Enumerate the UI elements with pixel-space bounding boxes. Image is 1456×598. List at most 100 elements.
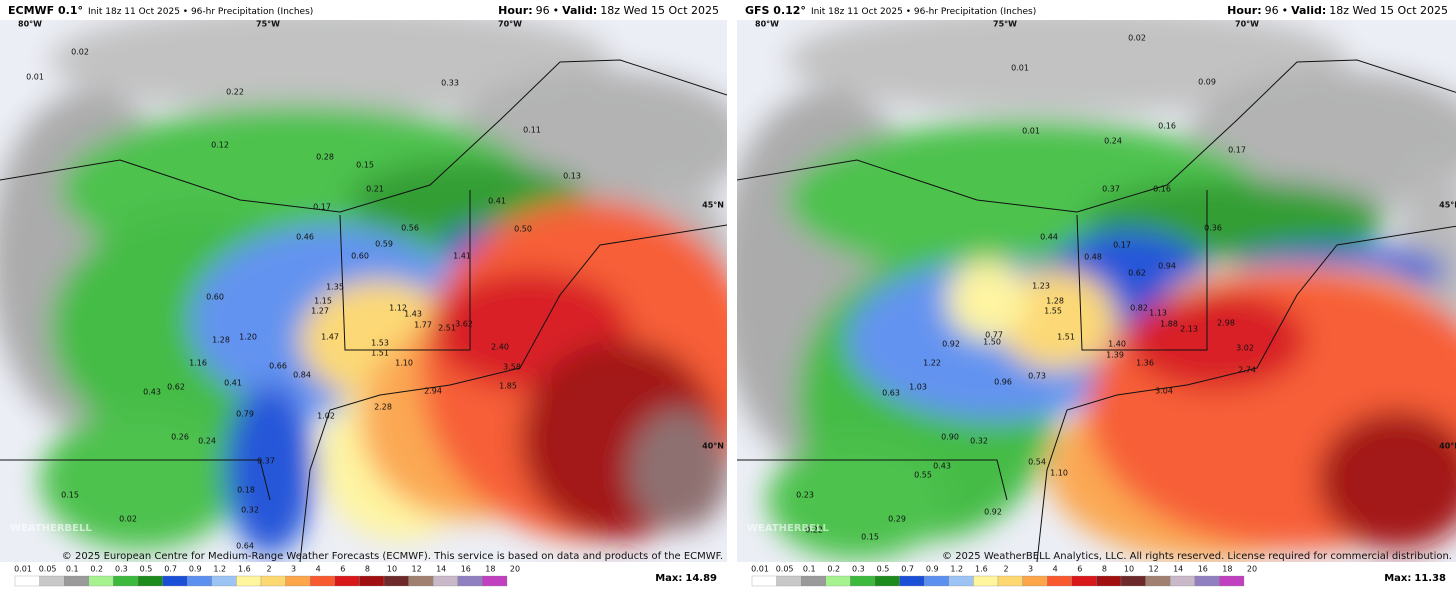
precip-value: 0.90: [941, 433, 959, 442]
axis-label: 45°N: [1439, 201, 1456, 210]
colorbar-label: 1.2: [213, 565, 226, 574]
colorbar-swatch: [1219, 575, 1245, 587]
precip-value: 0.15: [61, 491, 79, 500]
precip-area: [997, 270, 1117, 370]
precip-value: 0.94: [1158, 262, 1176, 271]
colorbar-label: 0.2: [827, 565, 840, 574]
axis-label: 70°W: [1235, 20, 1259, 29]
valid: 18z Wed 15 Oct 2025: [1329, 4, 1448, 17]
colorbar-swatch: [137, 575, 163, 587]
colorbar-label: 12: [412, 565, 422, 574]
precip-value: 1.10: [395, 359, 413, 368]
precip-value: 0.12: [211, 141, 229, 150]
precip-area: [1317, 410, 1456, 550]
axis-label: 40°N: [1439, 442, 1456, 451]
precip-value: 0.29: [888, 515, 906, 524]
colorbar-label: 12: [1149, 565, 1159, 574]
precip-value: 0.60: [351, 252, 369, 261]
credit: © 2025 WeatherBELL Analytics, LLC. All r…: [942, 551, 1452, 562]
colorbar-label: 20: [510, 565, 520, 574]
labels: 80°W 75°W 70°W 45°N 40°N 0.02 0.01 0.09 0.17 0.16…: [747, 20, 1456, 562]
precip-value: 0.17: [1228, 146, 1246, 155]
colorbar-swatch: [850, 575, 876, 587]
precip-value: 1.39: [1106, 351, 1124, 360]
state-line: [1076, 190, 1208, 351]
axis-label: 45°N: [702, 201, 724, 210]
precip-value: 0.01: [1011, 64, 1029, 73]
coastline: [299, 224, 727, 562]
precip-value: 0.41: [488, 197, 506, 206]
colorbar-label: 0.7: [901, 565, 914, 574]
precip-value: 3.62: [455, 320, 473, 329]
colorbar-swatch: [359, 575, 385, 587]
colorbar-label: 18: [485, 565, 495, 574]
precip-value: 0.02: [71, 48, 89, 57]
boundaries: [737, 59, 1456, 562]
precip-value: 3.58: [503, 363, 521, 372]
axis-label: 75°W: [256, 20, 280, 29]
precip-value: 2.28: [374, 403, 392, 412]
precip-value: 0.62: [167, 383, 185, 392]
precip-value: 0.02: [119, 515, 137, 524]
precip-value: 0.16: [1153, 185, 1171, 194]
precip-area: [50, 20, 610, 115]
header-valid: Hour: 96 • Valid: 18z Wed 15 Oct 2025: [1227, 4, 1448, 17]
precip-value: 0.32: [970, 437, 988, 446]
precip-value: 0.21: [366, 185, 384, 194]
colorbar-label: 0.3: [852, 565, 865, 574]
credit: © 2025 European Centre for Medium-Range …: [62, 551, 723, 562]
precip-area: [225, 385, 315, 555]
precip-value: 1.12: [389, 304, 407, 313]
precip-value: 0.16: [1158, 122, 1176, 131]
colorbar-label: 2: [1003, 565, 1008, 574]
colorbar-swatch: [39, 575, 65, 587]
colorbar-label: 3: [1028, 565, 1033, 574]
precip-value: 0.55: [914, 471, 932, 480]
valid: 18z Wed 15 Oct 2025: [600, 4, 719, 17]
colorbar-label: 10: [387, 565, 397, 574]
axis-label: 70°W: [498, 20, 522, 29]
colorbar-label: 20: [1247, 565, 1257, 574]
max-value: Max: 14.89: [655, 573, 717, 584]
colorbar-swatch: [776, 575, 802, 587]
header-title: GFS 0.12° Init 18z 11 Oct 2025 • 96-hr Pr…: [745, 4, 1036, 17]
precip-value: 0.92: [984, 508, 1002, 517]
colorbar-label: 0.9: [189, 565, 202, 574]
colorbar-swatch: [64, 575, 89, 587]
colorbar-label: 0.01: [751, 565, 769, 574]
colorbar-label: 0.2: [90, 565, 103, 574]
colorbar-swatch: [948, 575, 974, 587]
colorbar-swatch: [924, 575, 949, 587]
colorbar-swatch: [825, 575, 851, 587]
colorbar-swatch: [874, 575, 900, 587]
colorbar-label: 6: [340, 565, 345, 574]
axis-label: 75°W: [993, 20, 1017, 29]
precip-value: 0.77: [985, 331, 1003, 340]
colorbar-label: 16: [461, 565, 471, 574]
precip-value: 0.13: [563, 172, 581, 181]
hour: 96: [1265, 4, 1279, 17]
precip-value: 0.82: [1130, 304, 1148, 313]
precip-value: 0.22: [226, 88, 244, 97]
colorbar-swatch: [285, 575, 311, 587]
boundaries: [0, 59, 727, 562]
max-label: Max:: [1384, 573, 1411, 584]
precip-value: 0.37: [1102, 185, 1120, 194]
hour: 96: [536, 4, 550, 17]
colorbar-swatch: [1096, 575, 1122, 587]
precip-value: 1.40: [1108, 340, 1126, 349]
colorbar-swatch: [997, 575, 1023, 587]
precip-value: 1.28: [1046, 297, 1064, 306]
precip-area: [767, 440, 947, 560]
colorbar-swatch: [751, 575, 777, 587]
precip-value: 0.60: [206, 293, 224, 302]
precip-value: 1.10: [1050, 469, 1068, 478]
precip-value: 0.48: [1084, 253, 1102, 262]
colorbar-swatch: [1120, 575, 1146, 587]
colorbar-swatch: [310, 575, 335, 587]
precip-value: 2.13: [1180, 325, 1198, 334]
precip-value: 0.54: [1028, 458, 1046, 467]
precip-area: [630, 410, 727, 530]
precip-value: 1.28: [212, 336, 230, 345]
